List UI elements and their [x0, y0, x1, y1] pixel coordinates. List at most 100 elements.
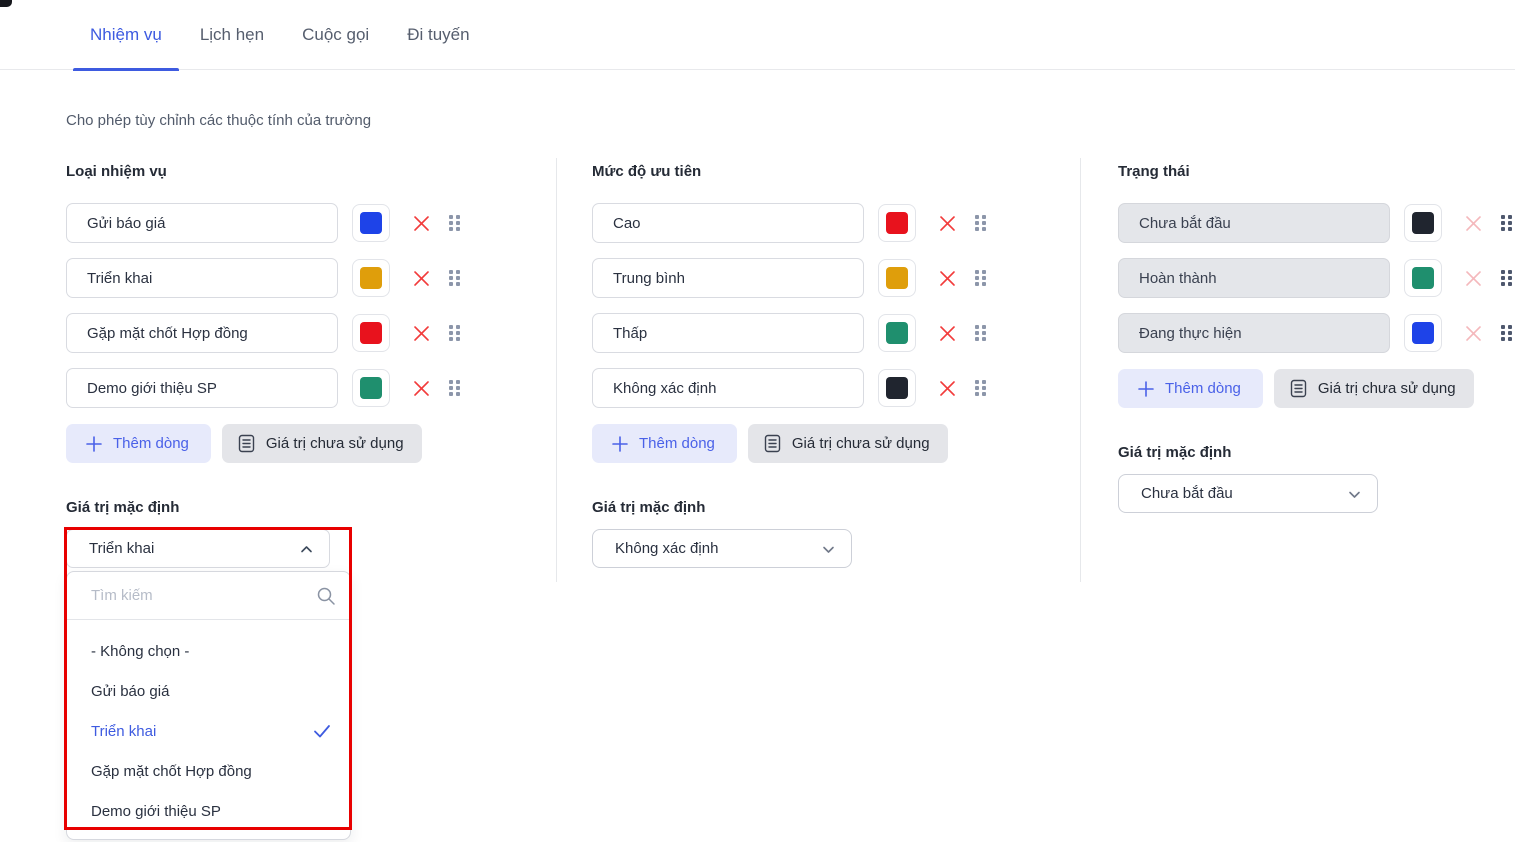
color-swatch: [886, 212, 908, 234]
drag-handle-icon[interactable]: [1498, 214, 1514, 232]
color-swatch-button[interactable]: [878, 314, 916, 352]
default-value-label: Giá trị mặc định: [1118, 444, 1232, 461]
option-label-input[interactable]: [1118, 313, 1390, 353]
option-label-input[interactable]: [592, 368, 864, 408]
option-label-input[interactable]: [592, 258, 864, 298]
column-title: Trạng thái: [1118, 163, 1190, 180]
unused-values-button[interactable]: Giá trị chưa sử dụng: [221, 424, 422, 463]
drag-handle-icon[interactable]: [446, 269, 462, 287]
drag-handle-icon[interactable]: [972, 324, 988, 342]
chevron-up-icon: [301, 546, 312, 553]
color-swatch-button[interactable]: [878, 369, 916, 407]
color-swatch-button[interactable]: [1404, 204, 1442, 242]
color-swatch-button[interactable]: [1404, 314, 1442, 352]
delete-icon[interactable]: [1458, 263, 1488, 293]
unused-values-button[interactable]: Giá trị chưa sử dụng: [1273, 369, 1474, 408]
option-row: [66, 313, 464, 353]
delete-icon[interactable]: [1458, 318, 1488, 348]
chevron-down-icon: [823, 546, 834, 553]
default-value-dropdown-panel: - Không chọn - Gửi báo giá Triển khai Gặ…: [66, 571, 351, 840]
option-rows: [66, 203, 464, 408]
option-row: [592, 203, 990, 243]
dropdown-option[interactable]: Triển khai: [67, 711, 350, 751]
document-icon: [1290, 379, 1307, 398]
option-row: [66, 203, 464, 243]
drag-handle-icon[interactable]: [1498, 324, 1514, 342]
delete-icon[interactable]: [932, 263, 962, 293]
option-label-input[interactable]: [1118, 258, 1390, 298]
default-value-label: Giá trị mặc định: [66, 499, 180, 516]
plus-icon: [612, 435, 628, 452]
color-swatch: [1412, 322, 1434, 344]
drag-handle-icon[interactable]: [972, 214, 988, 232]
delete-icon[interactable]: [932, 318, 962, 348]
tab-di-tuyen[interactable]: Đi tuyến: [390, 0, 486, 70]
delete-icon[interactable]: [932, 373, 962, 403]
color-swatch: [886, 322, 908, 344]
color-swatch-button[interactable]: [878, 259, 916, 297]
default-value-label: Giá trị mặc định: [592, 499, 706, 516]
color-swatch-button[interactable]: [878, 204, 916, 242]
plus-icon: [86, 435, 102, 452]
check-icon: [314, 725, 330, 738]
color-swatch-button[interactable]: [1404, 259, 1442, 297]
dropdown-option[interactable]: - Không chọn -: [91, 642, 190, 660]
default-value-select[interactable]: Triển khai: [66, 529, 330, 568]
tab-bar: Nhiệm vụ Lịch hẹn Cuộc gọi Đi tuyến: [0, 0, 1515, 71]
dropdown-option[interactable]: Demo giới thiệu SP: [91, 802, 221, 820]
drag-handle-icon[interactable]: [446, 379, 462, 397]
option-row: [592, 313, 990, 353]
color-swatch: [886, 377, 908, 399]
dropdown-option[interactable]: Gửi báo giá: [91, 682, 170, 700]
default-value-select[interactable]: Không xác định: [592, 529, 852, 568]
option-row: [592, 258, 990, 298]
delete-icon[interactable]: [932, 208, 962, 238]
drag-handle-icon[interactable]: [446, 214, 462, 232]
drag-handle-icon[interactable]: [972, 379, 988, 397]
delete-icon[interactable]: [406, 318, 436, 348]
option-label-input[interactable]: [592, 313, 864, 353]
option-row: [66, 258, 464, 298]
dropdown-search: [67, 572, 350, 620]
option-row: [592, 368, 990, 408]
color-swatch-button[interactable]: [352, 369, 390, 407]
delete-icon[interactable]: [406, 373, 436, 403]
plus-icon: [1138, 380, 1154, 397]
add-row-button[interactable]: Thêm dòng: [1118, 369, 1263, 408]
field-column-loai-nhiem-vu: Loại nhiệm vụ: [66, 163, 464, 568]
color-swatch-button[interactable]: [352, 314, 390, 352]
delete-icon[interactable]: [406, 208, 436, 238]
field-column-trang-thai: Trạng thái: [1118, 163, 1515, 513]
option-label-input[interactable]: [592, 203, 864, 243]
add-row-button[interactable]: Thêm dòng: [592, 424, 737, 463]
dropdown-option[interactable]: Gặp mặt chốt Hợp đồng: [91, 762, 252, 780]
column-title: Loại nhiệm vụ: [66, 163, 167, 180]
drag-handle-icon[interactable]: [446, 324, 462, 342]
option-label-input[interactable]: [66, 258, 338, 298]
color-swatch-button[interactable]: [352, 204, 390, 242]
add-row-button[interactable]: Thêm dòng: [66, 424, 211, 463]
delete-icon[interactable]: [1458, 208, 1488, 238]
document-icon: [764, 434, 781, 453]
unused-values-button[interactable]: Giá trị chưa sử dụng: [747, 424, 948, 463]
option-label-input[interactable]: [66, 203, 338, 243]
page-subtitle: Cho phép tùy chỉnh các thuộc tính của tr…: [66, 112, 372, 129]
delete-icon[interactable]: [406, 263, 436, 293]
tab-nhiem-vu[interactable]: Nhiệm vụ: [73, 0, 179, 71]
field-column-muc-do-uu-tien: Mức độ ưu tiên: [592, 163, 990, 568]
option-label-input[interactable]: [66, 313, 338, 353]
drag-handle-icon[interactable]: [1498, 269, 1514, 287]
option-row: [66, 368, 464, 408]
tab-lich-hen[interactable]: Lịch hẹn: [183, 0, 281, 70]
search-input[interactable]: [67, 572, 350, 619]
tab-cuoc-goi[interactable]: Cuộc gọi: [285, 0, 386, 70]
option-label-input[interactable]: [66, 368, 338, 408]
option-label-input[interactable]: [1118, 203, 1390, 243]
drag-handle-icon[interactable]: [972, 269, 988, 287]
color-swatch: [360, 377, 382, 399]
dropdown-options: - Không chọn - Gửi báo giá Triển khai Gặ…: [67, 620, 350, 831]
default-value-select[interactable]: Chưa bắt đầu: [1118, 474, 1378, 513]
option-row: [1118, 258, 1515, 298]
color-swatch-button[interactable]: [352, 259, 390, 297]
